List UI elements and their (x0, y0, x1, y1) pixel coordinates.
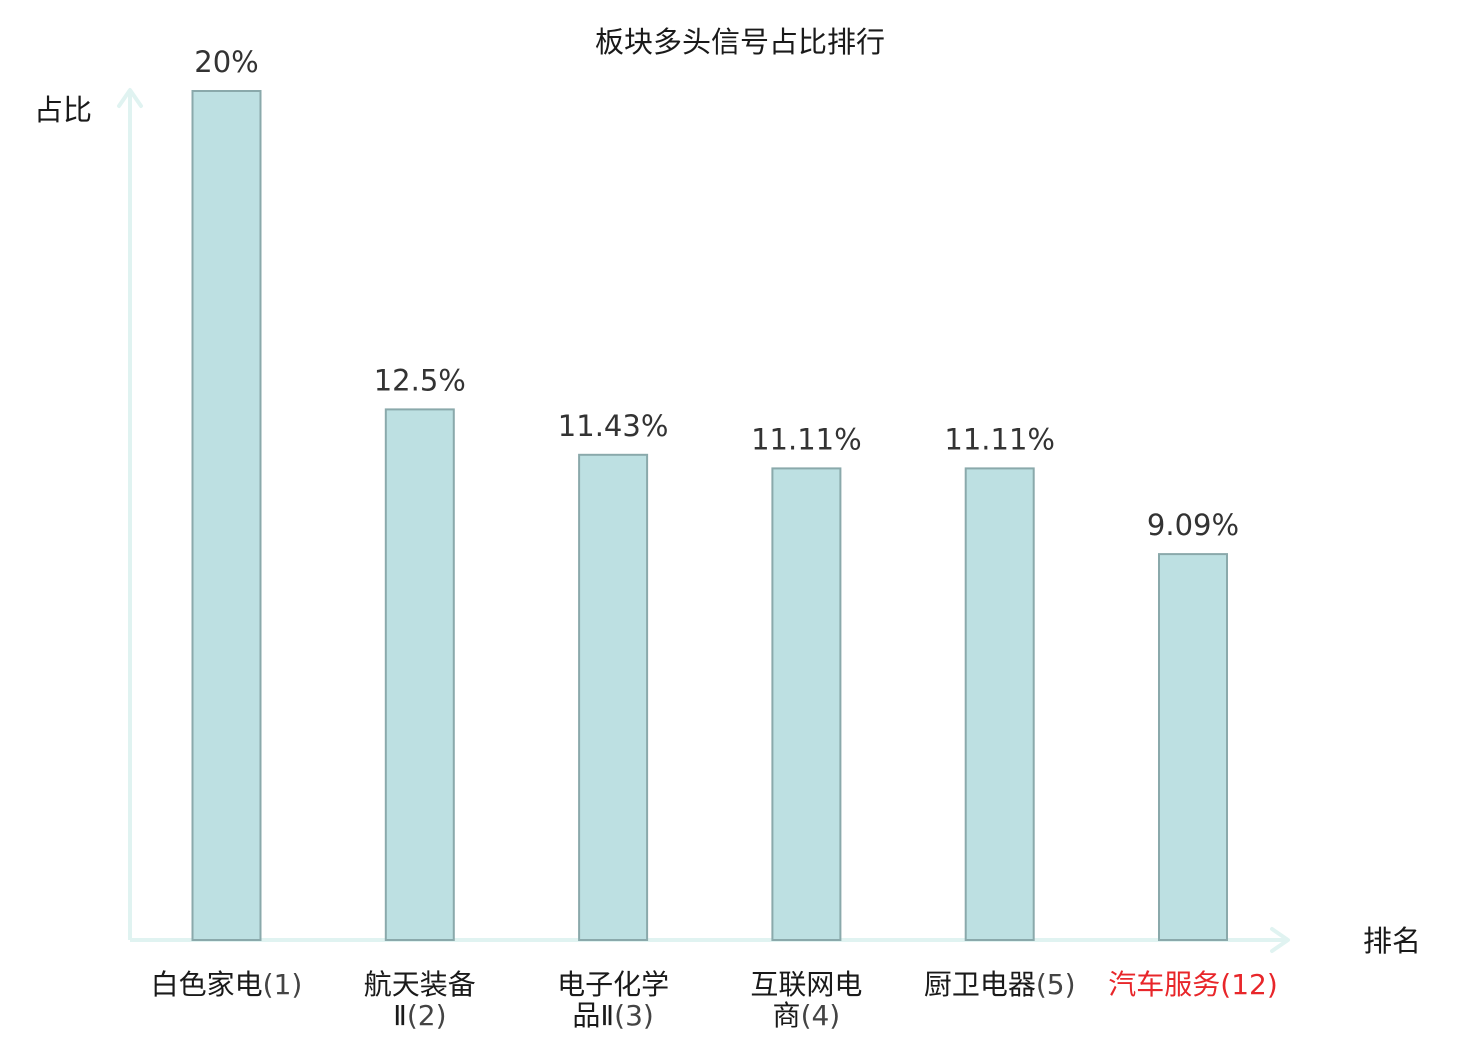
bar (578, 453, 649, 941)
category-tick-label: 白色家电(1) (151, 968, 303, 1001)
category-tick-label: 电子化学 (557, 968, 669, 1001)
bar (384, 408, 455, 941)
category-tick-label: 品Ⅱ(3) (572, 999, 653, 1032)
bar (1158, 553, 1228, 941)
category-tick-label: 汽车服务(12) (1108, 968, 1278, 1001)
y-axis-arrow (117, 88, 143, 108)
chart-title: 板块多头信号占比排行 (595, 25, 885, 59)
bar-value-label: 12.5% (374, 363, 466, 397)
bar-value-label: 9.09% (1147, 508, 1239, 542)
bars (191, 90, 1228, 941)
category-tick-label: 商(4) (773, 999, 841, 1032)
bar (191, 90, 262, 941)
bar (964, 467, 1035, 941)
bar-value-label: 11.43% (558, 409, 669, 443)
category-tick-label: 航天装备 (364, 968, 476, 1001)
bar (771, 467, 842, 941)
x-axis-label: 排名 (1363, 924, 1421, 958)
axes (117, 88, 1290, 953)
bar-value-label: 11.11% (944, 422, 1055, 456)
bar-value-label: 20% (194, 45, 258, 79)
y-axis-label: 占比 (34, 93, 92, 127)
bar-value-label: 11.11% (751, 422, 862, 456)
value-labels: 20% 12.5% 11.43% 11.11% 11.11% 9.09% (194, 45, 1239, 542)
category-tick-label: 互联网电 (750, 968, 862, 1001)
category-tick-label: Ⅱ(2) (393, 999, 446, 1032)
x-axis-arrow (1270, 927, 1290, 953)
category-tick-label: 厨卫电器(5) (924, 968, 1076, 1001)
